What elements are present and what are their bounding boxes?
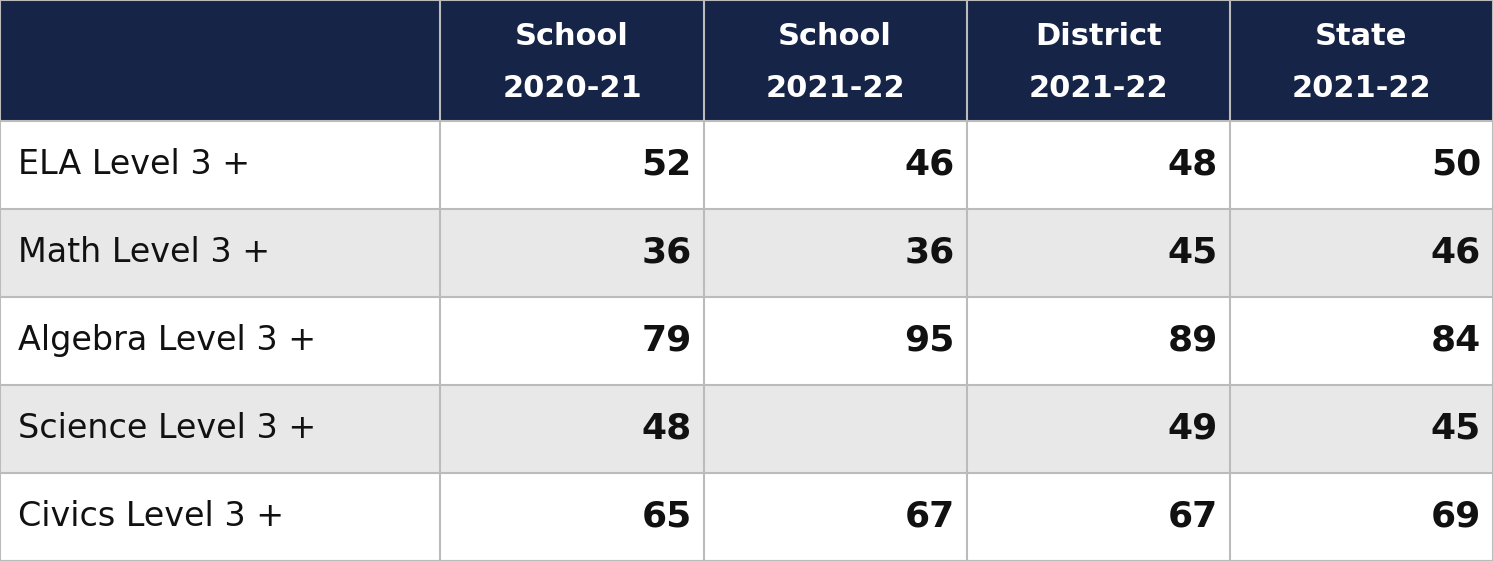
Text: 46: 46	[1430, 236, 1481, 270]
Text: 65: 65	[642, 500, 691, 534]
Bar	[0, 209, 1493, 297]
Bar	[0, 473, 1493, 561]
Text: 36: 36	[905, 236, 956, 270]
Text: 89: 89	[1168, 324, 1218, 358]
Text: Civics Level 3 +: Civics Level 3 +	[18, 500, 284, 534]
Text: 46: 46	[905, 148, 956, 182]
Bar	[0, 121, 1493, 209]
Text: School: School	[515, 22, 629, 50]
Text: 69: 69	[1430, 500, 1481, 534]
Text: 2021-22: 2021-22	[766, 73, 905, 103]
Text: 67: 67	[1168, 500, 1218, 534]
Text: 48: 48	[642, 412, 691, 446]
Text: School: School	[778, 22, 893, 50]
Text: Science Level 3 +: Science Level 3 +	[18, 412, 317, 445]
Text: 2021-22: 2021-22	[1029, 73, 1168, 103]
Text: ELA Level 3 +: ELA Level 3 +	[18, 148, 249, 181]
Text: 67: 67	[905, 500, 956, 534]
Bar	[0, 297, 1493, 385]
Text: State: State	[1315, 22, 1408, 50]
Text: 52: 52	[642, 148, 691, 182]
Text: 79: 79	[642, 324, 691, 358]
Bar	[0, 385, 1493, 473]
Bar	[0, 0, 1493, 121]
Text: 2021-22: 2021-22	[1291, 73, 1432, 103]
Text: 84: 84	[1430, 324, 1481, 358]
Text: 95: 95	[905, 324, 956, 358]
Text: 36: 36	[642, 236, 691, 270]
Text: Algebra Level 3 +: Algebra Level 3 +	[18, 324, 317, 357]
Text: 48: 48	[1168, 148, 1218, 182]
Text: 45: 45	[1430, 412, 1481, 446]
Text: District: District	[1035, 22, 1162, 50]
Text: Math Level 3 +: Math Level 3 +	[18, 236, 270, 269]
Text: 45: 45	[1168, 236, 1218, 270]
Text: 50: 50	[1430, 148, 1481, 182]
Text: 49: 49	[1168, 412, 1218, 446]
Text: 2020-21: 2020-21	[502, 73, 642, 103]
